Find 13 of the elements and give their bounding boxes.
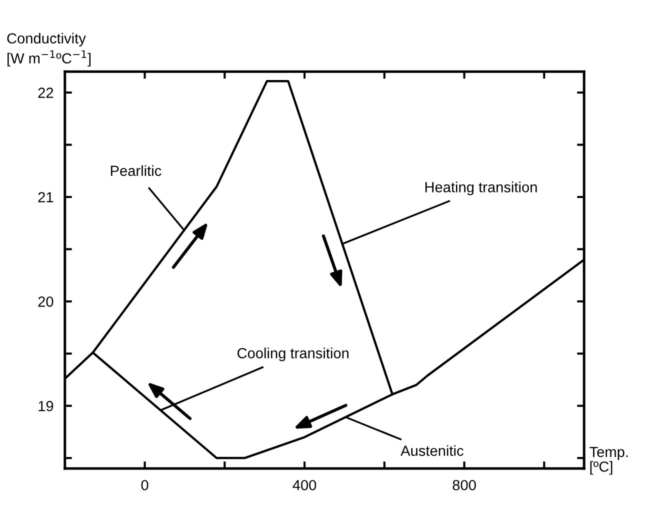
y-tick-label: 21: [38, 192, 54, 202]
x-tick-label: 800: [452, 480, 476, 490]
y-axis-title: Conductivity [W m$^{−1}$ºC$^{−1}$]: [7, 32, 91, 66]
y-tick-label: 19: [38, 400, 54, 412]
x-axis-title: Temp. [ºC]: [590, 446, 628, 475]
annotation: Pearlitic: [110, 165, 162, 176]
annotation: Heating transition: [425, 182, 537, 196]
y-tick-label: 22: [38, 88, 54, 98]
x-tick-label: 0: [141, 480, 148, 490]
annotation: Austenitic: [400, 445, 464, 456]
annotation: Cooling transition: [238, 348, 348, 362]
x-tick-label: 400: [292, 480, 316, 490]
y-tick-label: 20: [38, 296, 54, 307]
